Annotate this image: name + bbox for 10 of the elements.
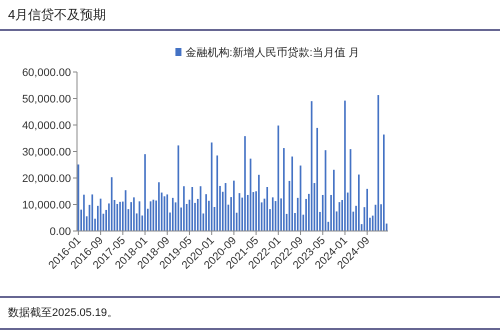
y-tick-label: 10,000.00: [22, 200, 71, 212]
y-tick-label: 50,000.00: [22, 94, 71, 106]
y-tick-label: 30,000.00: [22, 146, 71, 158]
y-tick-label: 20,000.00: [22, 173, 71, 185]
y-tick-label: 0.00: [50, 226, 71, 238]
y-tick-label: 60,000.00: [22, 67, 71, 79]
chart-title: 4月信贷不及预期: [8, 7, 106, 22]
legend: 金融机构:新增人民币贷款:当月值 月: [175, 47, 360, 59]
y-tick-label: 40,000.00: [22, 120, 71, 132]
text: 数据截至2025.05.19。: [8, 306, 118, 319]
